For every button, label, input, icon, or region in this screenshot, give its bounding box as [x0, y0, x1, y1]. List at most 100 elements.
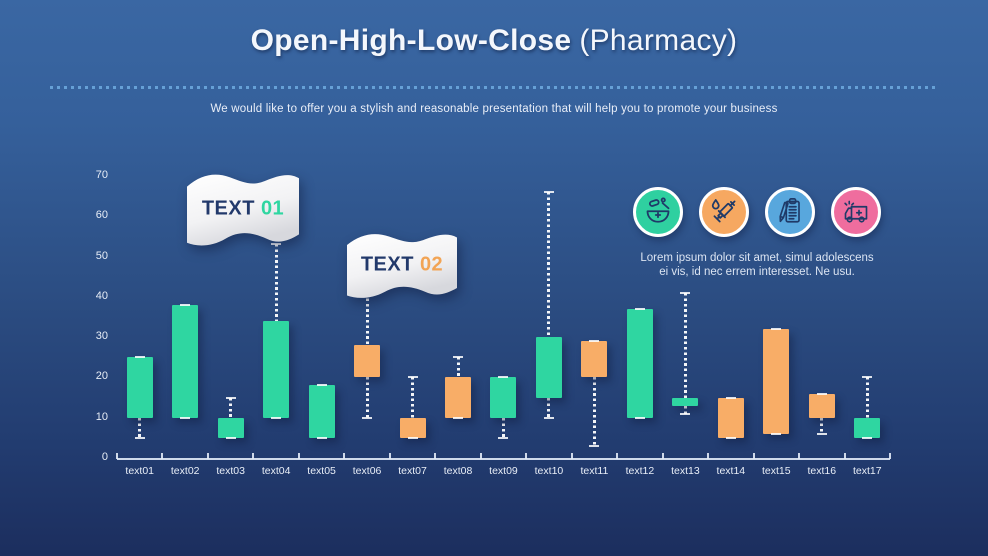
candle-upper-wick-text03	[229, 397, 233, 418]
candle-upper-wick-text06	[365, 292, 369, 346]
candle-cap-text14	[725, 436, 736, 439]
x-axis-tick	[252, 453, 255, 459]
flag-1-prefix: TEXT	[201, 197, 255, 220]
candle-body-text07	[399, 417, 426, 438]
flag-banner-shape	[187, 174, 299, 246]
x-axis-label: text13	[671, 465, 700, 477]
x-axis-tick	[479, 453, 482, 459]
dotted-divider	[50, 86, 938, 89]
candle-body-text08	[445, 377, 472, 418]
candle-upper-wick-text10	[547, 192, 551, 338]
flag-1-label: TEXT 01	[187, 198, 299, 221]
x-axis-tick	[570, 453, 573, 459]
candle-cap-text11	[589, 444, 600, 447]
x-axis-label: text08	[443, 465, 473, 477]
x-axis-tick	[888, 453, 891, 459]
candle-body-text05	[308, 385, 335, 438]
x-axis-tick	[388, 453, 391, 459]
info-text-line2: ei vis, id nec errem interesset. Ne usu.	[659, 266, 855, 278]
candle-cap-text17	[862, 376, 873, 379]
info-text: Lorem ipsum dolor sit amet, simul adoles…	[612, 251, 902, 279]
x-axis-line	[117, 458, 890, 460]
y-axis-label: 70	[95, 169, 108, 181]
candle-lower-wick-text09	[501, 417, 505, 438]
candle-body-text04	[263, 321, 290, 418]
x-axis-label: text05	[307, 465, 336, 477]
info-text-line1: Lorem ipsum dolor sit amet, simul adoles…	[640, 252, 874, 264]
candle-cap-text15	[771, 432, 782, 435]
x-axis-tick	[525, 453, 528, 459]
x-axis-label: text14	[716, 465, 746, 477]
subtitle: We would like to offer you a stylish and…	[210, 103, 778, 115]
x-axis-tick	[297, 453, 300, 459]
candle-cap-text15	[771, 328, 782, 331]
y-axis-label: 0	[101, 451, 108, 463]
x-axis-label: text12	[625, 465, 655, 477]
x-axis-label: text10	[534, 465, 564, 477]
candle-upper-wick-text04	[274, 244, 278, 322]
candle-body-text17	[854, 417, 881, 438]
ambulance-icon	[831, 187, 881, 237]
candle-body-text06	[354, 345, 381, 378]
x-axis-label: text02	[170, 465, 200, 477]
candle-cap-text01	[134, 436, 145, 439]
clipboard-pen-icon	[765, 187, 815, 237]
candle-body-text01	[126, 357, 153, 418]
candle-lower-wick-text16	[820, 417, 824, 434]
x-axis-tick	[661, 453, 664, 459]
x-axis-tick	[843, 453, 846, 459]
x-axis-label: text16	[807, 465, 837, 477]
candle-body-text16	[808, 393, 835, 418]
candle-cap-text08	[453, 416, 464, 419]
candle-cap-text04	[271, 416, 282, 419]
title-suffix: (Pharmacy)	[579, 24, 738, 57]
candle-cap-text03	[225, 396, 236, 399]
mortar-pestle-icon	[633, 187, 683, 237]
candle-lower-wick-text13	[683, 405, 687, 414]
candle-cap-text12	[634, 416, 645, 419]
candle-cap-text11	[589, 340, 600, 343]
candle-body-text14	[717, 397, 744, 438]
flag-banner-shape	[347, 234, 457, 298]
x-axis-tick	[752, 453, 755, 459]
candle-body-text10	[535, 337, 562, 398]
candle-cap-text07	[407, 376, 418, 379]
candle-cap-text12	[634, 307, 645, 310]
x-axis-tick	[707, 453, 710, 459]
title-main: Open-High-Low-Close	[250, 24, 572, 57]
flag-2-label: TEXT 02	[347, 254, 457, 277]
candle-lower-wick-text06	[365, 377, 369, 418]
candle-upper-wick-text13	[683, 292, 687, 398]
pharmacy-icons-row	[633, 187, 881, 237]
x-axis-label: text15	[762, 465, 791, 477]
candle-body-text02	[172, 304, 199, 418]
x-axis-label: text17	[852, 465, 882, 477]
x-axis-label: text04	[261, 465, 291, 477]
x-axis-tick	[434, 453, 437, 459]
y-axis-label: 50	[95, 249, 108, 262]
candle-cap-text02	[180, 303, 191, 306]
candle-cap-text05	[316, 436, 327, 439]
page-title: Open-High-Low-Close (Pharmacy)	[0, 24, 988, 58]
candle-cap-text16	[816, 392, 827, 395]
candle-cap-text10	[543, 416, 554, 419]
candle-body-text13	[672, 397, 699, 406]
candle-body-text09	[490, 377, 517, 418]
candle-cap-text04	[271, 243, 282, 246]
x-axis-label: text03	[216, 465, 245, 477]
candle-cap-text17	[862, 436, 873, 439]
flag-2-number: 02	[419, 253, 444, 276]
candle-cap-text09	[498, 376, 509, 379]
candle-body-text15	[763, 329, 790, 434]
candle-upper-wick-text08	[456, 357, 460, 378]
candle-upper-wick-text17	[865, 377, 869, 418]
candle-body-text12	[626, 308, 653, 418]
candle-cap-text07	[407, 436, 418, 439]
x-axis-label: text06	[352, 465, 382, 477]
candle-cap-text08	[453, 356, 464, 359]
x-axis-label: text09	[489, 465, 518, 477]
candle-cap-text02	[180, 416, 191, 419]
x-axis-tick	[206, 453, 209, 459]
candle-cap-text10	[543, 191, 554, 194]
